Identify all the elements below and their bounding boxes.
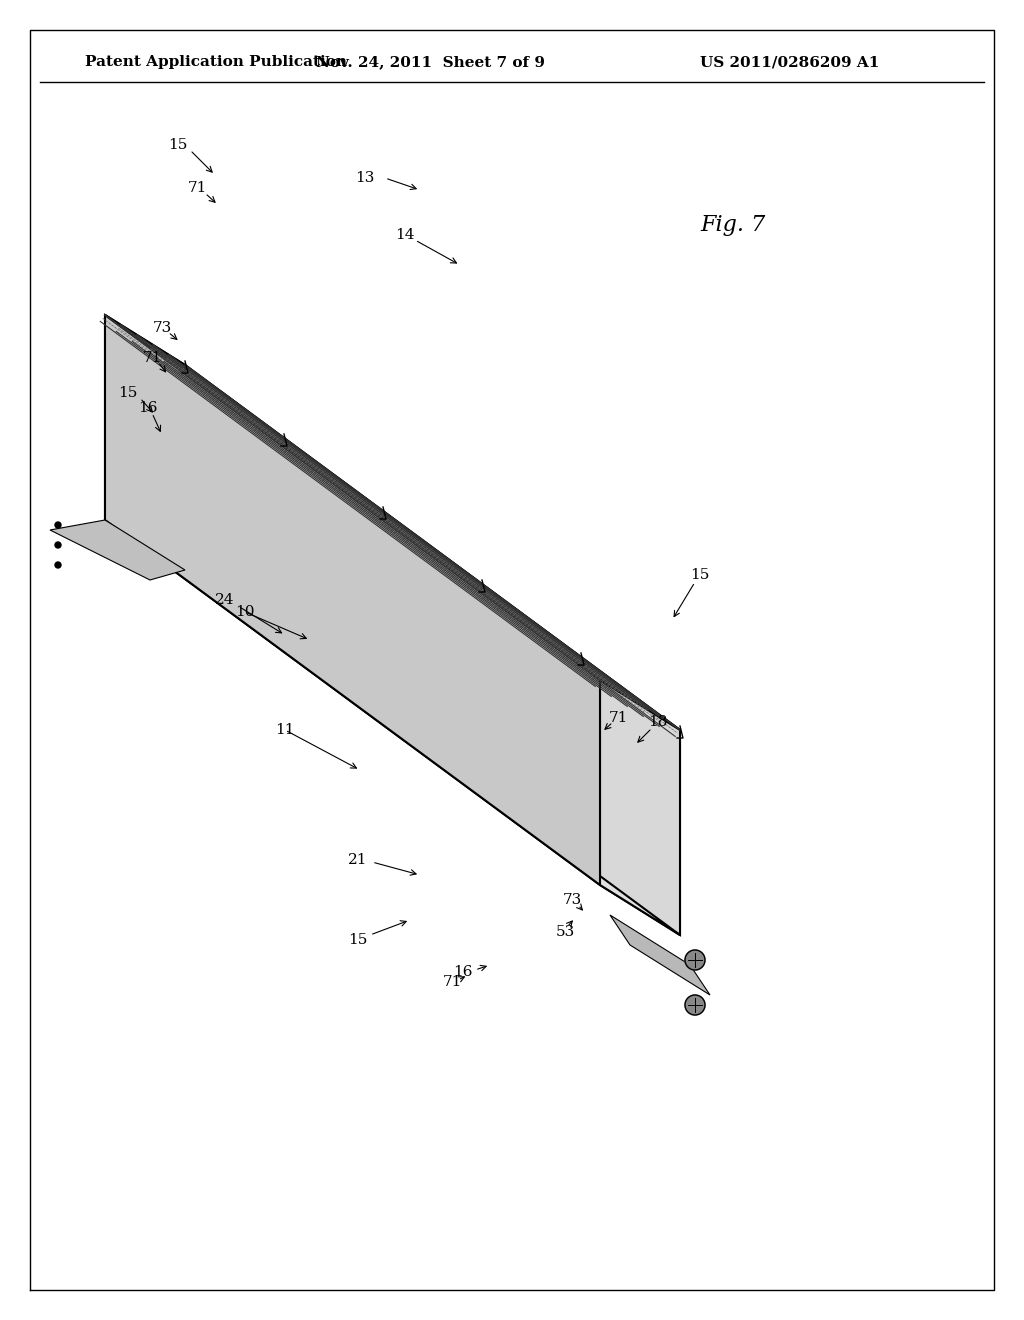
Polygon shape [105, 315, 185, 570]
Text: 71: 71 [442, 975, 462, 989]
Text: 71: 71 [187, 181, 207, 195]
Circle shape [55, 562, 61, 568]
Text: US 2011/0286209 A1: US 2011/0286209 A1 [700, 55, 880, 69]
Text: Nov. 24, 2011  Sheet 7 of 9: Nov. 24, 2011 Sheet 7 of 9 [315, 55, 545, 69]
Polygon shape [105, 520, 680, 935]
Text: 15: 15 [690, 568, 710, 582]
Text: 16: 16 [454, 965, 473, 979]
Text: 71: 71 [142, 351, 162, 366]
Text: 73: 73 [153, 321, 172, 335]
Polygon shape [600, 680, 680, 935]
Circle shape [685, 995, 705, 1015]
Text: 15: 15 [119, 385, 137, 400]
Text: 15: 15 [348, 933, 368, 946]
Polygon shape [105, 315, 600, 884]
Polygon shape [185, 366, 680, 935]
Text: 15: 15 [168, 139, 187, 152]
Text: 53: 53 [555, 925, 574, 939]
Text: 11: 11 [275, 723, 295, 737]
Polygon shape [105, 315, 680, 730]
Text: 24: 24 [215, 593, 234, 607]
Circle shape [55, 543, 61, 548]
Text: 14: 14 [395, 228, 415, 242]
Text: 16: 16 [138, 401, 158, 414]
Text: Fig. 7: Fig. 7 [700, 214, 765, 236]
Circle shape [685, 950, 705, 970]
Text: 71: 71 [608, 711, 628, 725]
Circle shape [55, 521, 61, 528]
Text: 73: 73 [562, 894, 582, 907]
Text: 18: 18 [648, 715, 668, 729]
Polygon shape [610, 915, 710, 995]
Text: Patent Application Publication: Patent Application Publication [85, 55, 347, 69]
Text: 21: 21 [348, 853, 368, 867]
Text: 10: 10 [236, 605, 255, 619]
Polygon shape [50, 520, 185, 579]
Text: 13: 13 [355, 172, 375, 185]
